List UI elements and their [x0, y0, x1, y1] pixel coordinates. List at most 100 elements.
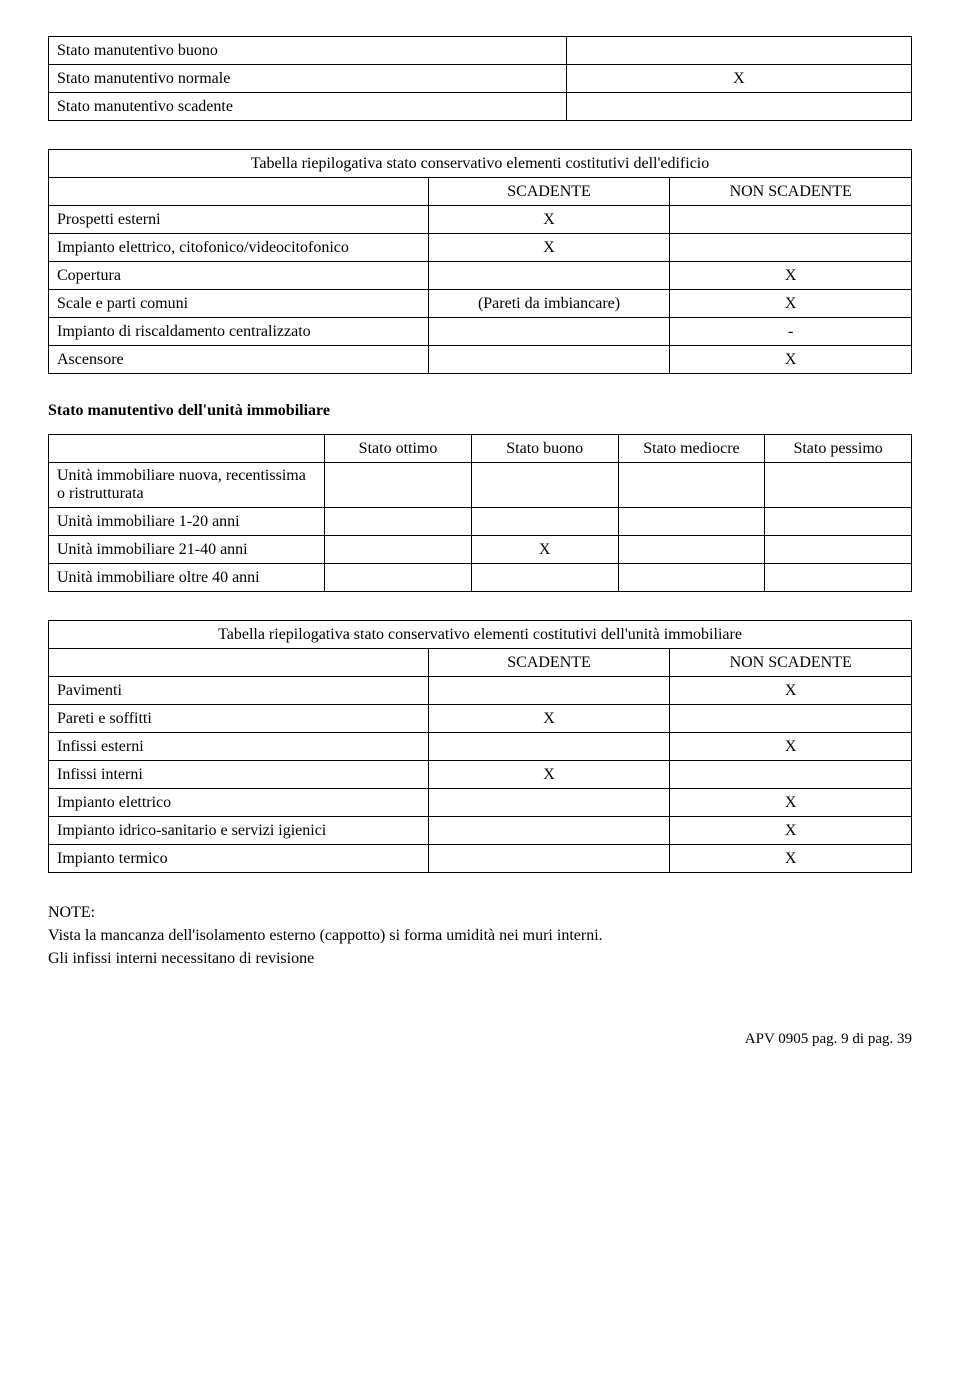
row-ottimo [325, 564, 472, 592]
section-title-unita: Stato manutentivo dell'unità immobiliare [48, 402, 912, 420]
row-scadente [428, 318, 670, 346]
row-scadente: X [428, 705, 670, 733]
table-row: Prospetti esterniX [49, 206, 912, 234]
row-non-scadente [670, 206, 912, 234]
row-label: Impianto termico [49, 845, 429, 873]
table-row: SCADENTE NON SCADENTE [49, 178, 912, 206]
row-label: Scale e parti comuni [49, 290, 429, 318]
table-row: Stato manutentivo scadente [49, 93, 912, 121]
table4-header-non-scadente: NON SCADENTE [670, 649, 912, 677]
table-row: Stato manutentivo buono [49, 37, 912, 65]
row-mediocre [618, 536, 765, 564]
table-row: Infissi interniX [49, 761, 912, 789]
row-mediocre [618, 463, 765, 508]
row-scadente [428, 677, 670, 705]
row-non-scadente [670, 234, 912, 262]
row-label: Copertura [49, 262, 429, 290]
row-non-scadente: X [670, 262, 912, 290]
row-label: Unità immobiliare oltre 40 anni [49, 564, 325, 592]
notes-line1: Vista la mancanza dell'isolamento estern… [48, 927, 603, 944]
table4-body: PavimentiXPareti e soffittiXInfissi este… [49, 677, 912, 873]
row-scadente [428, 262, 670, 290]
row-scadente [428, 346, 670, 374]
table-row: Impianto idrico-sanitario e servizi igie… [49, 817, 912, 845]
table2-title: Tabella riepilogativa stato conservativo… [49, 150, 912, 178]
table-row: Impianto termico X [49, 845, 912, 873]
table-row: Unità immobiliare nuova, recentissima o … [49, 463, 912, 508]
row-label: Stato manutentivo normale [49, 65, 567, 93]
row-label: Stato manutentivo scadente [49, 93, 567, 121]
row-pessimo [765, 564, 912, 592]
table-row: Tabella riepilogativa stato conservativo… [49, 150, 912, 178]
row-scadente: (Pareti da imbiancare) [428, 290, 670, 318]
row-buono [471, 564, 618, 592]
row-label: Pavimenti [49, 677, 429, 705]
row-label: Ascensore [49, 346, 429, 374]
table-riepilogo-unita: Tabella riepilogativa stato conservativo… [48, 620, 912, 873]
table2-body: Prospetti esterniXImpianto elettrico, ci… [49, 206, 912, 374]
row-scadente: X [428, 234, 670, 262]
table-row: Impianto elettricoX [49, 789, 912, 817]
row-scadente: X [428, 206, 670, 234]
row-scadente [428, 789, 670, 817]
row-label: Impianto di riscaldamento centralizzato [49, 318, 429, 346]
notes-line2: Gli infissi interni necessitano di revis… [48, 950, 314, 967]
row-ottimo [325, 536, 472, 564]
row-ottimo [325, 508, 472, 536]
table-row: Pavimenti X [49, 677, 912, 705]
row-buono [471, 508, 618, 536]
table-row: Copertura X [49, 262, 912, 290]
row-non-scadente: X [670, 733, 912, 761]
row-label: Impianto idrico-sanitario e servizi igie… [49, 817, 429, 845]
table-row: Stato manutentivo normaleX [49, 65, 912, 93]
table-stato-unita: Stato ottimo Stato buono Stato mediocre … [48, 434, 912, 592]
row-scadente [428, 845, 670, 873]
table-row: Ascensore X [49, 346, 912, 374]
table2-header-non-scadente: NON SCADENTE [670, 178, 912, 206]
table-row: Scale e parti comuni(Pareti da imbiancar… [49, 290, 912, 318]
empty-cell [49, 435, 325, 463]
row-value [566, 93, 911, 121]
table3-header-buono: Stato buono [471, 435, 618, 463]
row-scadente [428, 817, 670, 845]
row-non-scadente: X [670, 677, 912, 705]
table1-body: Stato manutentivo buonoStato manutentivo… [49, 37, 912, 121]
row-label: Unità immobiliare 1-20 anni [49, 508, 325, 536]
table-row: Infissi esterniX [49, 733, 912, 761]
table-row: Tabella riepilogativa stato conservativo… [49, 621, 912, 649]
table-row: Unità immobiliare 1-20 anni [49, 508, 912, 536]
table-row: Stato ottimo Stato buono Stato mediocre … [49, 435, 912, 463]
row-value [566, 37, 911, 65]
row-label: Unità immobiliare nuova, recentissima o … [49, 463, 325, 508]
row-label: Prospetti esterni [49, 206, 429, 234]
row-label: Impianto elettrico, citofonico/videocito… [49, 234, 429, 262]
row-non-scadente [670, 761, 912, 789]
table3-header-ottimo: Stato ottimo [325, 435, 472, 463]
row-non-scadente: X [670, 817, 912, 845]
row-non-scadente [670, 705, 912, 733]
row-ottimo [325, 463, 472, 508]
table-row: SCADENTE NON SCADENTE [49, 649, 912, 677]
row-mediocre [618, 564, 765, 592]
row-scadente [428, 733, 670, 761]
row-non-scadente: X [670, 290, 912, 318]
row-non-scadente: X [670, 789, 912, 817]
table-riepilogo-edificio: Tabella riepilogativa stato conservativo… [48, 149, 912, 374]
row-non-scadente: - [670, 318, 912, 346]
row-non-scadente: X [670, 845, 912, 873]
table-row: Unità immobiliare 21-40 anniX [49, 536, 912, 564]
table-row: Impianto di riscaldamento centralizzato - [49, 318, 912, 346]
notes-block: NOTE: Vista la mancanza dell'isolamento … [48, 901, 912, 971]
row-label: Infissi interni [49, 761, 429, 789]
row-pessimo [765, 508, 912, 536]
table-row: Pareti e soffittiX [49, 705, 912, 733]
row-scadente: X [428, 761, 670, 789]
table3-header-pessimo: Stato pessimo [765, 435, 912, 463]
row-non-scadente: X [670, 346, 912, 374]
notes-heading: NOTE: [48, 904, 95, 921]
row-buono: X [471, 536, 618, 564]
table4-title: Tabella riepilogativa stato conservativo… [49, 621, 912, 649]
row-value: X [566, 65, 911, 93]
row-buono [471, 463, 618, 508]
empty-cell [49, 649, 429, 677]
